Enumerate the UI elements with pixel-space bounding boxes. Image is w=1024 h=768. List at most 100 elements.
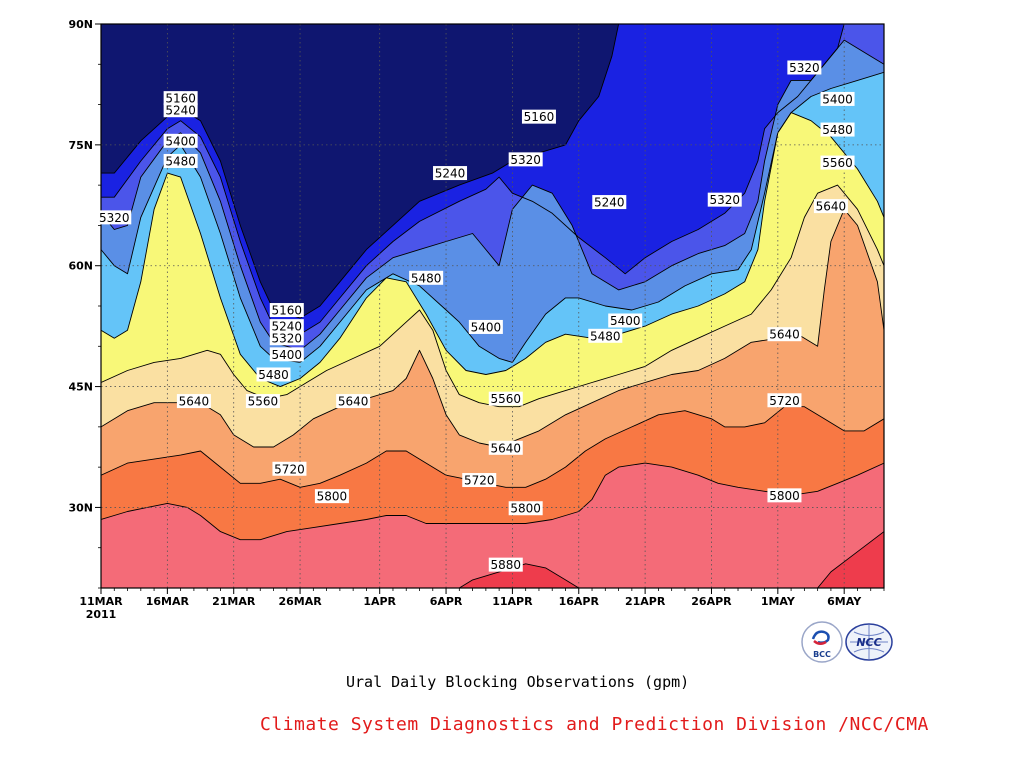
- contour-label-3: 5480: [165, 154, 196, 168]
- contour-label-bg-14: [314, 489, 349, 504]
- chart-title: Ural Daily Blocking Observations (gpm): [346, 673, 690, 691]
- contour-label-24: 5880: [490, 558, 521, 572]
- contour-label-1: 5240: [165, 104, 196, 118]
- contour-label-13: 5720: [274, 462, 305, 476]
- contour-label-18: 5320: [510, 153, 541, 167]
- x-tick-label-7: 16APR: [559, 595, 600, 608]
- contour-label-5: 5160: [272, 304, 303, 318]
- contour-label-36: 5640: [816, 200, 847, 214]
- ncc-logo: NCC: [845, 623, 893, 661]
- contour-label-29: 5640: [769, 328, 800, 342]
- contour-label-20: 5560: [490, 392, 521, 406]
- contour-label-33: 5400: [822, 92, 853, 106]
- contour-label-2: 5400: [165, 134, 196, 148]
- x-tick-label-1: 16MAR: [146, 595, 190, 608]
- contour-label-28: 5320: [709, 193, 740, 207]
- contour-line-5480-4: [101, 112, 884, 388]
- contour-label-bg-4: [97, 210, 132, 225]
- contour-label-27: 5480: [590, 329, 621, 343]
- contour-label-bg-22: [462, 473, 497, 488]
- contour-label-0: 5160: [165, 92, 196, 106]
- contour-label-bg-13: [272, 461, 307, 476]
- contour-label-21: 5640: [490, 441, 521, 455]
- contour-label-17: 5160: [524, 110, 555, 124]
- contour-label-bg-11: [245, 394, 280, 409]
- contour-label-23: 5800: [510, 502, 541, 516]
- contour-label-32: 5320: [789, 61, 820, 75]
- y-tick-label-3: 75N: [68, 139, 93, 152]
- contour-label-bg-24: [488, 557, 523, 572]
- contour-label-bg-5: [269, 303, 304, 318]
- y-tick-label-2: 60N: [68, 260, 93, 273]
- contour-label-7: 5320: [272, 332, 303, 346]
- grid-lines: [101, 24, 884, 588]
- x-tick-label-4: 1APR: [363, 595, 396, 608]
- contour-label-bg-8: [269, 347, 304, 362]
- contour-label-14: 5800: [317, 490, 348, 504]
- contour-label-6: 5240: [272, 320, 303, 334]
- contour-label-34: 5480: [822, 123, 853, 137]
- contour-label-31: 5800: [769, 489, 800, 503]
- contour-label-9: 5480: [258, 368, 289, 382]
- contour-line-5240-1: [101, 24, 845, 335]
- contour-label-bg-18: [508, 152, 543, 167]
- bcc-logo: BCC: [801, 621, 843, 663]
- x-tick-label-6: 11APR: [492, 595, 533, 608]
- contour-label-12: 5640: [338, 395, 369, 409]
- contour-label-30: 5720: [769, 394, 800, 408]
- x-year-label: 2011: [86, 608, 117, 621]
- contour-label-bg-21: [488, 440, 523, 455]
- contour-label-bg-23: [508, 501, 543, 516]
- contour-line-5320-2: [101, 39, 884, 351]
- contour-label-25: 5240: [594, 196, 625, 210]
- contour-label-19: 5400: [471, 320, 502, 334]
- x-tick-label-10: 1MAY: [761, 595, 796, 608]
- contour-label-bg-10: [176, 394, 211, 409]
- x-tick-label-5: 6APR: [430, 595, 463, 608]
- contour-label-bg-33: [820, 91, 855, 106]
- contour-line-5400-3: [101, 71, 884, 363]
- contour-label-10: 5640: [179, 395, 210, 409]
- bcc-logo-text: BCC: [813, 650, 831, 659]
- contour-label-bg-9: [256, 367, 291, 382]
- y-tick-label-0: 30N: [68, 501, 93, 514]
- contour-label-8: 5400: [272, 348, 303, 362]
- contour-label-4: 5320: [99, 211, 130, 225]
- contour-label-22: 5720: [464, 474, 495, 488]
- contour-label-bg-27: [588, 328, 623, 343]
- contour-label-bg-16: [433, 166, 468, 181]
- y-tick-label-1: 45N: [68, 381, 93, 394]
- contour-fills: [101, 24, 884, 588]
- contour-label-bg-31: [767, 488, 802, 503]
- x-tick-label-3: 26MAR: [278, 595, 322, 608]
- contour-line-5800-8: [101, 462, 884, 541]
- contour-label-15: 5480: [411, 271, 442, 285]
- y-tick-label-4: 90N: [68, 18, 93, 31]
- chart-subtitle: Climate System Diagnostics and Predictio…: [260, 714, 929, 735]
- x-tick-label-11: 6MAY: [827, 595, 862, 608]
- x-tick-label-0: 11MAR: [79, 595, 123, 608]
- contour-label-16: 5240: [435, 167, 466, 181]
- contour-label-bg-3: [163, 153, 198, 168]
- contour-line-5560-5: [101, 184, 884, 408]
- contour-label-bg-26: [608, 313, 643, 328]
- ncc-logo-text: NCC: [856, 636, 881, 649]
- contour-label-bg-29: [767, 327, 802, 342]
- contour-label-26: 5400: [610, 314, 641, 328]
- x-tick-label-9: 26APR: [691, 595, 732, 608]
- x-tick-label-8: 21APR: [625, 595, 666, 608]
- contour-label-bg-25: [592, 195, 627, 210]
- contour-label-bg-12: [336, 394, 371, 409]
- contour-label-bg-2: [163, 133, 198, 148]
- fill-band-5800-8: [101, 463, 884, 588]
- contour-label-bg-32: [787, 60, 822, 75]
- contour-label-bg-36: [813, 199, 848, 214]
- y-axis: 30N 45N 60N 75N 90N: [68, 18, 101, 589]
- contour-label-bg-34: [820, 122, 855, 137]
- contour-label-bg-7: [269, 331, 304, 346]
- x-axis: 11MAR 16MAR 21MAR 26MAR 1APR 6APR 11APR 16APR 21…: [79, 588, 885, 621]
- contour-label-bg-30: [767, 393, 802, 408]
- contour-label-bg-6: [269, 319, 304, 334]
- contour-label-11: 5560: [248, 395, 279, 409]
